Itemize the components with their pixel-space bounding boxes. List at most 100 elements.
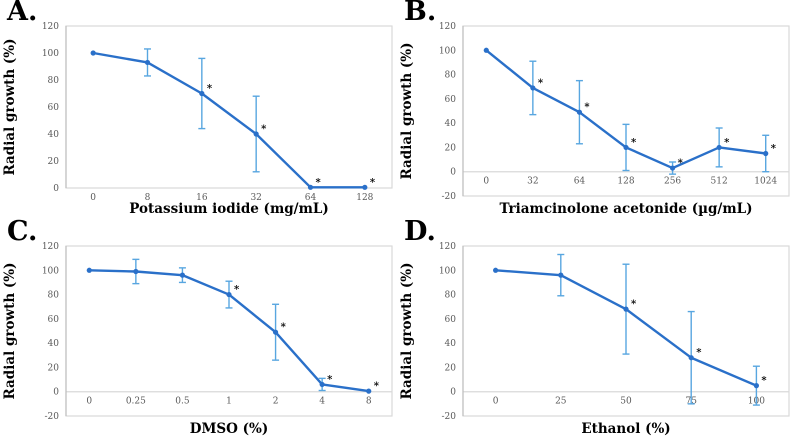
y-tick-label: 20 <box>48 363 60 373</box>
data-point <box>179 272 186 278</box>
y-tick-label: 60 <box>445 95 457 105</box>
chart-triamcinolone-acetonide: -20 0 20 40 60 80 100 120 0 32 64 128 256 512 1024 * * * *… <box>399 22 790 217</box>
x-tick-label: 2 <box>273 397 279 407</box>
y-tick-label: -20 <box>442 412 457 422</box>
significance-marker: * <box>631 137 637 148</box>
significance-marker: * <box>631 299 637 310</box>
x-axis-title: Triamcinolone acetonide (µg/mL) <box>499 201 752 217</box>
x-axis-title: Ethanol (%) <box>581 421 670 437</box>
plot-area-border <box>65 25 393 189</box>
y-tick-label: 100 <box>439 266 456 276</box>
significance-marker: * <box>281 322 287 333</box>
x-tick-label: 64 <box>574 177 586 187</box>
data-point <box>493 267 499 273</box>
panel-b-label: B. <box>404 0 437 27</box>
y-axis-title: Radial growth (%) <box>399 43 415 180</box>
x-tick-label: 4 <box>319 397 325 407</box>
y-tick-label: 40 <box>48 130 60 140</box>
y-tick-label: 120 <box>42 242 59 252</box>
data-point <box>253 131 259 137</box>
y-tick-label: 100 <box>42 49 59 59</box>
y-tick-label: 120 <box>42 22 59 32</box>
x-tick-label: 128 <box>356 193 373 203</box>
y-tick-label: 20 <box>48 157 60 167</box>
data-point <box>716 144 722 151</box>
y-tick-label: 60 <box>445 315 457 325</box>
x-tick-label: 0 <box>493 397 499 407</box>
panel-d: D. -200204060801001200255075100***Ethano… <box>397 216 794 441</box>
x-tick-label: 256 <box>664 177 681 187</box>
data-point <box>144 59 151 66</box>
panel-c: C. -20 0 20 40 60 80 100 120 0 0.25 0.5 1 2 4 8 * * * * DMS… <box>0 216 397 441</box>
significance-marker: * <box>316 177 322 188</box>
data-line <box>91 51 367 189</box>
y-tick-label: 0 <box>450 388 456 398</box>
y-tick-label: 20 <box>445 363 457 373</box>
significance-marker: * <box>538 78 544 89</box>
panel-b: B. -20 0 20 40 60 80 100 120 0 32 64 128 256 512 1024 *… <box>397 0 794 220</box>
significance-marker: * <box>374 381 380 392</box>
data-point <box>90 50 96 56</box>
panel-d-label: D. <box>404 216 436 247</box>
y-tick-label: 40 <box>445 339 457 349</box>
x-tick-label: 8 <box>366 397 372 407</box>
y-tick-label: 0 <box>53 184 59 194</box>
data-point <box>558 272 564 278</box>
significance-marker: * <box>584 102 590 113</box>
significance-marker: * <box>696 348 702 359</box>
data-point <box>763 150 769 157</box>
x-tick-label: 32 <box>250 193 261 203</box>
y-tick-label: -20 <box>45 412 60 422</box>
x-tick-label: 8 <box>145 193 151 203</box>
x-axis-title: Potassium iodide (mg/mL) <box>129 201 329 217</box>
y-axis-title: Radial growth (%) <box>2 39 18 176</box>
y-tick-label: 100 <box>42 266 59 276</box>
data-point <box>199 90 205 97</box>
data-point <box>623 144 629 151</box>
significance-marker: * <box>761 376 767 387</box>
significance-marker: * <box>370 177 376 188</box>
x-tick-label: 0.5 <box>175 397 190 407</box>
x-tick-label: 32 <box>527 177 538 187</box>
significance-marker: * <box>327 374 333 385</box>
y-tick-label: 80 <box>445 71 457 81</box>
data-point <box>226 291 232 298</box>
y-tick-label: 80 <box>445 291 457 301</box>
y-axis-title: Radial growth (%) <box>2 263 18 400</box>
y-tick-label: 40 <box>445 119 457 129</box>
x-tick-label: 512 <box>711 177 728 187</box>
data-point <box>272 329 279 335</box>
y-tick-label: 60 <box>48 315 60 325</box>
data-point <box>623 306 629 312</box>
y-tick-label: 80 <box>48 76 60 86</box>
x-tick-label: 0.25 <box>126 397 146 407</box>
x-tick-label: 50 <box>620 397 632 407</box>
x-tick-label: 16 <box>196 193 208 203</box>
y-tick-label: 100 <box>439 46 456 56</box>
significance-marker: * <box>261 124 267 135</box>
significance-marker: * <box>724 137 730 148</box>
x-tick-label: 0 <box>90 193 96 203</box>
y-tick-label: 0 <box>53 388 59 398</box>
x-tick-label: 128 <box>617 177 634 187</box>
y-axis-title: Radial growth (%) <box>399 263 415 400</box>
panel-a-label: A. <box>7 0 38 27</box>
data-point <box>753 383 759 389</box>
significance-marker: * <box>207 84 213 95</box>
chart-ethanol: -200204060801001200255075100***Ethanol (… <box>399 242 790 437</box>
data-point <box>688 355 694 361</box>
y-tick-label: 60 <box>48 103 60 113</box>
data-point <box>319 381 325 388</box>
y-tick-label: -20 <box>442 192 457 202</box>
chart-potassium-iodide: 0 20 40 60 80 100 120 0 8 16 32 64 128 * * * * Potassium … <box>2 22 393 217</box>
x-axis-title: DMSO (%) <box>190 421 268 437</box>
data-point <box>576 109 583 115</box>
data-point <box>362 184 368 190</box>
panel-a: A. 0 20 40 60 80 100 120 0 8 16 32 64 128 * * * * Potassi… <box>0 0 397 220</box>
x-tick-label: 1 <box>226 397 232 407</box>
x-tick-label: 0 <box>86 397 92 407</box>
data-point <box>669 165 676 171</box>
significance-marker: * <box>678 158 684 169</box>
